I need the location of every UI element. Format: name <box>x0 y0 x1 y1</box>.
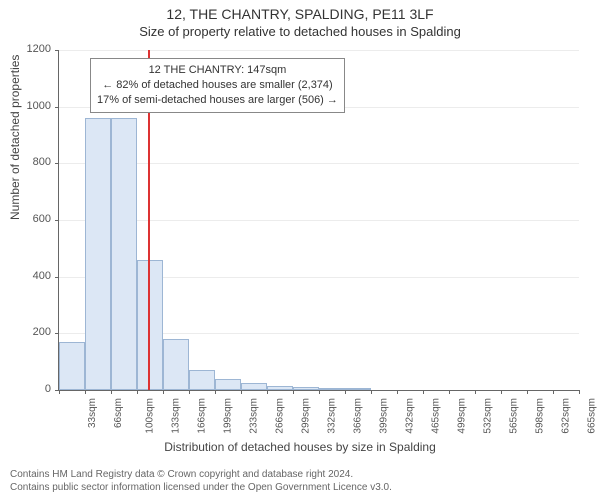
xtick-mark <box>215 390 216 394</box>
xtick-label: 66sqm <box>113 398 124 428</box>
xtick-mark <box>319 390 320 394</box>
histogram-bar <box>111 118 137 390</box>
x-axis-label: Distribution of detached houses by size … <box>0 440 600 454</box>
histogram-bar <box>59 342 85 390</box>
histogram-bar <box>345 388 371 390</box>
xtick-label: 399sqm <box>379 398 390 434</box>
xtick-mark <box>397 390 398 394</box>
annotation-line-1: 12 THE CHANTRY: 147sqm <box>97 63 338 78</box>
histogram-bar <box>163 339 189 390</box>
annotation-line-2: ← 82% of detached houses are smaller (2,… <box>97 78 338 93</box>
xtick-label: 565sqm <box>509 398 520 434</box>
gridline <box>59 50 579 51</box>
xtick-label: 598sqm <box>534 398 545 434</box>
ytick-mark <box>55 277 59 278</box>
xtick-mark <box>371 390 372 394</box>
xtick-mark <box>267 390 268 394</box>
xtick-mark <box>137 390 138 394</box>
y-axis-label: Number of detached properties <box>8 55 22 220</box>
xtick-mark <box>111 390 112 394</box>
ytick-mark <box>55 50 59 51</box>
xtick-label: 299sqm <box>301 398 312 434</box>
xtick-label: 166sqm <box>197 398 208 434</box>
xtick-label: 532sqm <box>483 398 494 434</box>
xtick-label: 465sqm <box>430 398 441 434</box>
credit-line-2: Contains public sector information licen… <box>10 481 392 494</box>
histogram-bar <box>241 383 267 390</box>
ytick-mark <box>55 333 59 334</box>
annotation-line-3: 17% of semi-detached houses are larger (… <box>97 93 338 108</box>
xtick-label: 100sqm <box>145 398 156 434</box>
xtick-mark <box>475 390 476 394</box>
xtick-mark <box>579 390 580 394</box>
histogram-bar <box>319 388 345 390</box>
xtick-label: 266sqm <box>275 398 286 434</box>
annotation-box: 12 THE CHANTRY: 147sqm ← 82% of detached… <box>90 58 345 113</box>
histogram-bar <box>293 387 320 390</box>
ytick-label: 200 <box>11 326 51 338</box>
ytick-mark <box>55 220 59 221</box>
xtick-label: 33sqm <box>87 398 98 428</box>
xtick-mark <box>189 390 190 394</box>
xtick-mark <box>501 390 502 394</box>
xtick-label: 432sqm <box>405 398 416 434</box>
histogram-bar <box>85 118 112 390</box>
ytick-label: 800 <box>11 156 51 168</box>
xtick-mark <box>163 390 164 394</box>
histogram-bar <box>215 379 241 390</box>
ytick-mark <box>55 163 59 164</box>
chart-subtitle: Size of property relative to detached ho… <box>0 22 600 39</box>
xtick-mark <box>449 390 450 394</box>
ytick-label: 1000 <box>11 100 51 112</box>
xtick-mark <box>345 390 346 394</box>
xtick-mark <box>527 390 528 394</box>
ytick-label: 0 <box>11 383 51 395</box>
credits: Contains HM Land Registry data © Crown c… <box>10 468 392 494</box>
ytick-label: 400 <box>11 270 51 282</box>
credit-line-1: Contains HM Land Registry data © Crown c… <box>10 468 392 481</box>
xtick-label: 366sqm <box>353 398 364 434</box>
ytick-mark <box>55 107 59 108</box>
xtick-label: 332sqm <box>326 398 337 434</box>
ytick-label: 600 <box>11 213 51 225</box>
xtick-mark <box>553 390 554 394</box>
xtick-mark <box>59 390 60 394</box>
histogram-bar <box>189 370 216 390</box>
xtick-label: 499sqm <box>457 398 468 434</box>
xtick-label: 665sqm <box>587 398 598 434</box>
xtick-mark <box>423 390 424 394</box>
page-title: 12, THE CHANTRY, SPALDING, PE11 3LF <box>0 0 600 22</box>
histogram-chart: 02004006008001000120033sqm66sqm100sqm133… <box>58 50 578 390</box>
xtick-mark <box>293 390 294 394</box>
ytick-label: 1200 <box>11 43 51 55</box>
xtick-mark <box>241 390 242 394</box>
xtick-label: 632sqm <box>561 398 572 434</box>
xtick-label: 133sqm <box>171 398 182 434</box>
xtick-label: 199sqm <box>222 398 233 434</box>
xtick-mark <box>85 390 86 394</box>
xtick-label: 233sqm <box>249 398 260 434</box>
histogram-bar <box>267 386 293 390</box>
